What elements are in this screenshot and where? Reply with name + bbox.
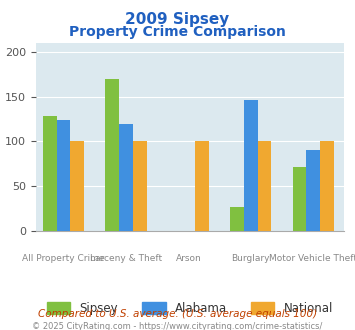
Text: 2009 Sipsey: 2009 Sipsey bbox=[125, 12, 230, 26]
Bar bbox=[258, 142, 271, 231]
Bar bbox=[119, 123, 133, 231]
Bar bbox=[293, 167, 306, 231]
Text: Compared to U.S. average. (U.S. average equals 100): Compared to U.S. average. (U.S. average … bbox=[38, 309, 317, 318]
Bar bbox=[230, 207, 244, 231]
Bar bbox=[306, 150, 320, 231]
Bar bbox=[57, 120, 70, 231]
Bar bbox=[43, 116, 57, 231]
Text: Motor Vehicle Theft: Motor Vehicle Theft bbox=[269, 253, 355, 263]
Text: All Property Crime: All Property Crime bbox=[22, 253, 105, 263]
Text: Property Crime Comparison: Property Crime Comparison bbox=[69, 25, 286, 39]
Bar bbox=[105, 79, 119, 231]
Text: Arson: Arson bbox=[175, 253, 201, 263]
Text: Larceny & Theft: Larceny & Theft bbox=[90, 253, 162, 263]
Bar bbox=[195, 142, 209, 231]
Bar bbox=[133, 142, 147, 231]
Text: © 2025 CityRating.com - https://www.cityrating.com/crime-statistics/: © 2025 CityRating.com - https://www.city… bbox=[32, 322, 323, 330]
Bar bbox=[244, 100, 258, 231]
Bar bbox=[320, 142, 334, 231]
Bar bbox=[70, 142, 84, 231]
Text: Burglary: Burglary bbox=[231, 253, 270, 263]
Legend: Sipsey, Alabama, National: Sipsey, Alabama, National bbox=[42, 297, 338, 319]
